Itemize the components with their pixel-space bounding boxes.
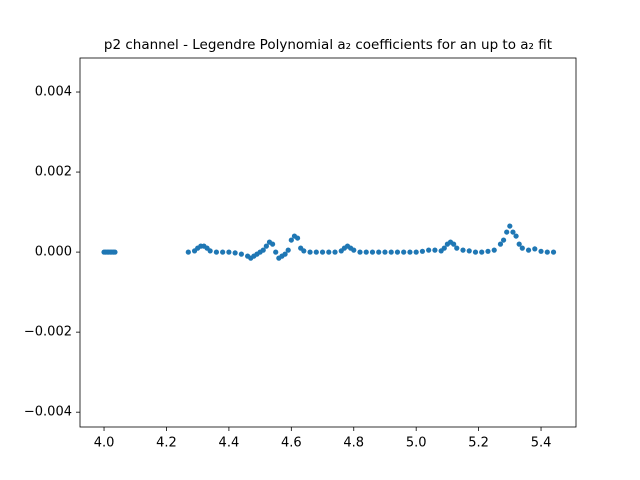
point <box>332 249 338 255</box>
point <box>288 237 294 243</box>
x-tick-label: 4.4 <box>219 436 240 451</box>
point <box>185 249 191 255</box>
point <box>454 245 460 251</box>
point <box>407 249 413 255</box>
point <box>394 249 401 255</box>
point <box>260 247 266 253</box>
x-tick-label: 5.0 <box>406 436 427 451</box>
point <box>207 248 213 254</box>
y-tick-label: −0.002 <box>24 325 72 340</box>
point <box>550 249 557 255</box>
point <box>516 241 522 247</box>
x-tick-label: 4.8 <box>343 436 364 451</box>
point <box>285 247 291 253</box>
y-tick-label: 0.004 <box>35 85 72 100</box>
point <box>112 249 118 255</box>
x-tick-label: 4.2 <box>156 436 177 451</box>
x-tick-label: 4.6 <box>281 436 302 451</box>
point <box>382 249 388 255</box>
point <box>357 249 363 255</box>
point <box>326 249 332 255</box>
point <box>369 249 376 255</box>
point <box>497 241 504 247</box>
point <box>313 249 319 255</box>
point <box>273 249 279 255</box>
point <box>426 247 432 253</box>
point <box>525 247 532 253</box>
point <box>472 249 479 255</box>
point <box>413 249 419 255</box>
point <box>519 245 525 251</box>
point <box>507 223 513 229</box>
point <box>351 247 357 253</box>
point <box>491 247 497 253</box>
point <box>466 248 472 254</box>
plot-frame <box>79 57 577 428</box>
point <box>363 249 369 255</box>
point <box>441 245 447 251</box>
point <box>532 246 538 252</box>
point <box>513 233 519 239</box>
point <box>504 229 510 235</box>
point <box>226 249 232 255</box>
point <box>419 248 426 254</box>
point <box>451 241 457 247</box>
y-tick-label: 0.002 <box>35 165 72 180</box>
point <box>220 249 226 255</box>
point <box>269 241 276 247</box>
x-tick-label: 5.4 <box>531 436 552 451</box>
point <box>388 249 394 255</box>
point <box>238 251 244 257</box>
x-tick-label: 5.2 <box>468 436 489 451</box>
point <box>319 249 326 255</box>
point <box>460 247 466 253</box>
point <box>213 249 220 255</box>
point <box>294 235 301 241</box>
point <box>500 237 507 243</box>
point <box>485 248 491 254</box>
point <box>301 248 307 254</box>
x-tick-label: 4.0 <box>94 436 115 451</box>
point <box>479 249 485 255</box>
point <box>376 249 382 255</box>
point <box>432 247 438 253</box>
point <box>510 229 516 235</box>
chart-title: p2 channel - Legendre Polynomial a₂ coef… <box>104 37 552 53</box>
point <box>538 248 544 254</box>
point <box>232 250 238 256</box>
point <box>282 251 288 257</box>
point <box>401 249 407 255</box>
y-tick-label: 0.000 <box>35 245 72 260</box>
point <box>544 249 550 255</box>
y-tick-label: −0.004 <box>24 405 72 420</box>
point <box>307 249 313 255</box>
point <box>263 243 269 249</box>
